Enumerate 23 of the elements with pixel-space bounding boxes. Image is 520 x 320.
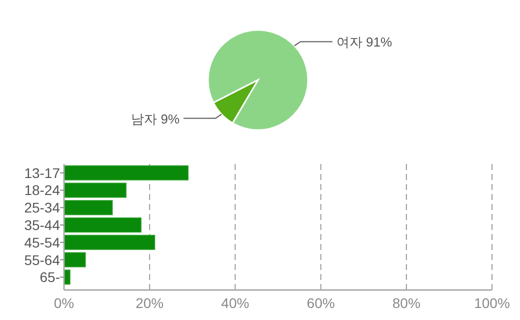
x-tick-label: 0% xyxy=(54,295,74,311)
bar xyxy=(64,200,113,216)
x-tick-label: 80% xyxy=(392,295,420,311)
pie-slice xyxy=(212,79,259,124)
y-tick-label: 18-24 xyxy=(24,182,60,198)
bar xyxy=(64,234,156,250)
y-tick-label: 65- xyxy=(40,269,60,286)
bar xyxy=(64,252,86,268)
x-tick-label: 100% xyxy=(474,295,510,311)
x-tick-label: 40% xyxy=(221,295,250,311)
y-tick-label: 45-54 xyxy=(24,234,60,250)
y-tick-label: 25-34 xyxy=(24,200,60,216)
bar xyxy=(64,182,126,198)
bar xyxy=(64,165,189,180)
pie-slice xyxy=(207,29,309,131)
y-tick-label: 13-17 xyxy=(24,164,60,181)
bar xyxy=(64,217,142,233)
x-tick-label: 20% xyxy=(136,295,164,311)
y-tick-label: 35-44 xyxy=(24,217,60,233)
x-tick-label: 60% xyxy=(306,295,335,311)
y-tick-label: 55-64 xyxy=(24,252,60,268)
slice-label: 여자 91% xyxy=(336,34,393,50)
slice-label: 남자 9% xyxy=(131,111,180,126)
